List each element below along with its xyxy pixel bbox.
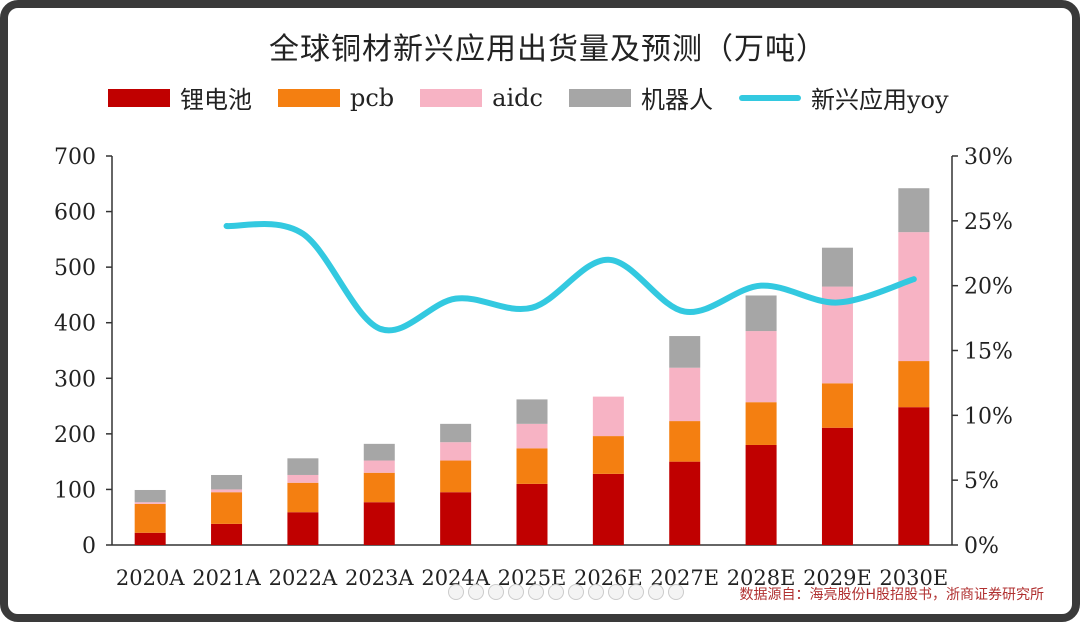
y-left-tick-label: 0 <box>82 534 96 559</box>
x-tick-label: 2029E <box>803 566 872 590</box>
bar-segment <box>669 461 701 545</box>
dot-icon <box>628 584 644 600</box>
y-right-tick-label: 5% <box>964 469 999 494</box>
dot-icon <box>508 584 524 600</box>
legend-swatch-aidc <box>420 88 483 107</box>
x-tick-label: 2023A <box>345 566 414 590</box>
bar-segment <box>745 295 777 332</box>
legend-label-pcb: pcb <box>350 83 395 112</box>
bar-segment <box>592 473 624 545</box>
legend-label-battery: 锂电池 <box>180 86 252 114</box>
dot-icon <box>528 584 544 600</box>
bar-segment <box>211 474 243 490</box>
bar-segment <box>516 448 548 484</box>
y-right-tick-label: 20% <box>964 275 1013 300</box>
yoy-line <box>223 220 917 334</box>
dot-icon <box>608 584 624 600</box>
bar-segment <box>440 492 472 545</box>
dot-icon <box>668 584 684 600</box>
bar-segment <box>363 443 395 461</box>
legend-item-pcb: pcb <box>278 84 394 112</box>
y-right-tick-label: 25% <box>964 210 1013 235</box>
y-right-tick-label: 10% <box>964 404 1013 429</box>
legend-swatch-yoy <box>738 94 801 101</box>
legend-swatch-pcb <box>278 88 340 107</box>
bar-segment <box>898 361 930 408</box>
bar-segment <box>669 421 701 462</box>
bar-segment <box>134 532 166 545</box>
dot-icon <box>568 584 584 600</box>
x-tick-label: 2022A <box>269 566 338 590</box>
chart-plot: 0 100 200 300 400 500 600 700 0% 5% 10% 15% 20% 25% 30… <box>54 145 1013 590</box>
bar-segment <box>211 492 243 524</box>
bar-segment <box>745 402 777 445</box>
dot-icon <box>468 584 484 600</box>
bar-segment <box>363 460 395 473</box>
dot-icon <box>648 584 664 600</box>
bar-segment <box>898 232 930 362</box>
bar-segment <box>592 396 624 437</box>
legend-label-robot: 机器人 <box>640 86 713 114</box>
bar-segment <box>821 383 853 428</box>
y-left-tick-label: 100 <box>54 478 96 503</box>
y-left-tick-label: 300 <box>54 367 96 392</box>
bar-segment <box>363 472 395 503</box>
bar-segment <box>821 247 853 287</box>
y-left-tick-label: 500 <box>54 256 96 281</box>
y-left-tick-label: 200 <box>54 423 96 448</box>
bar-segment <box>898 188 930 233</box>
legend-swatch-robot <box>568 88 631 107</box>
chart-title: 全球铜材新兴应用出货量及预测（万吨） <box>269 32 827 67</box>
y-right-tick-label: 15% <box>964 340 1013 365</box>
bar-segment <box>516 399 548 424</box>
legend-item-aidc: aidc <box>420 84 543 112</box>
source-note: 数据源自：海亮股份H股招股书，浙商证券研究所 <box>739 587 1044 603</box>
x-tick-label: 2021A <box>192 566 261 590</box>
y-right-tick-label: 0% <box>964 534 999 559</box>
dot-icon <box>588 584 604 600</box>
bar-segment <box>821 427 853 545</box>
bar-segment <box>211 489 243 493</box>
page-dots <box>448 584 688 600</box>
bar-segment <box>898 407 930 545</box>
bar-segment <box>287 474 319 483</box>
bar-segment <box>287 482 319 513</box>
x-tick-label: 2028E <box>727 566 796 590</box>
bar-segment <box>134 503 166 533</box>
bar-segment <box>211 523 243 545</box>
bar-segment <box>592 436 624 474</box>
bar-segment <box>669 367 701 422</box>
x-tick-label: 2030E <box>879 566 948 590</box>
legend-label-aidc: aidc <box>492 83 543 112</box>
y-left-tick-label: 700 <box>54 145 96 170</box>
dot-icon <box>488 584 504 600</box>
bar-segment <box>745 444 777 545</box>
bar-segment <box>287 458 319 475</box>
bar-segment <box>440 442 472 461</box>
bar-segment <box>516 483 548 545</box>
legend-item-yoy: 新兴应用yoy <box>738 80 949 115</box>
x-tick-label: 2020A <box>116 566 185 590</box>
bar-segment <box>516 423 548 449</box>
bar-segment <box>440 423 472 443</box>
bar-segment <box>669 336 701 368</box>
legend-swatch-battery <box>108 88 170 107</box>
bar-segment <box>287 512 319 545</box>
bar-segment <box>440 460 472 493</box>
bar-segment <box>134 489 166 503</box>
bar-segment <box>363 502 395 545</box>
y-left-tick-label: 600 <box>54 201 96 226</box>
y-left-tick-label: 400 <box>54 312 96 337</box>
chart-legend: 锂电池 pcb aidc 机器人 新兴应用yoy <box>108 80 975 115</box>
dot-icon <box>548 584 564 600</box>
y-right-tick-label: 30% <box>964 145 1013 170</box>
bar-segment <box>134 502 166 504</box>
bar-segment <box>745 331 777 403</box>
dot-icon <box>448 584 464 600</box>
legend-label-yoy: 新兴应用yoy <box>810 86 949 114</box>
legend-item-battery: 锂电池 <box>108 80 252 115</box>
legend-item-robot: 机器人 <box>568 80 713 115</box>
